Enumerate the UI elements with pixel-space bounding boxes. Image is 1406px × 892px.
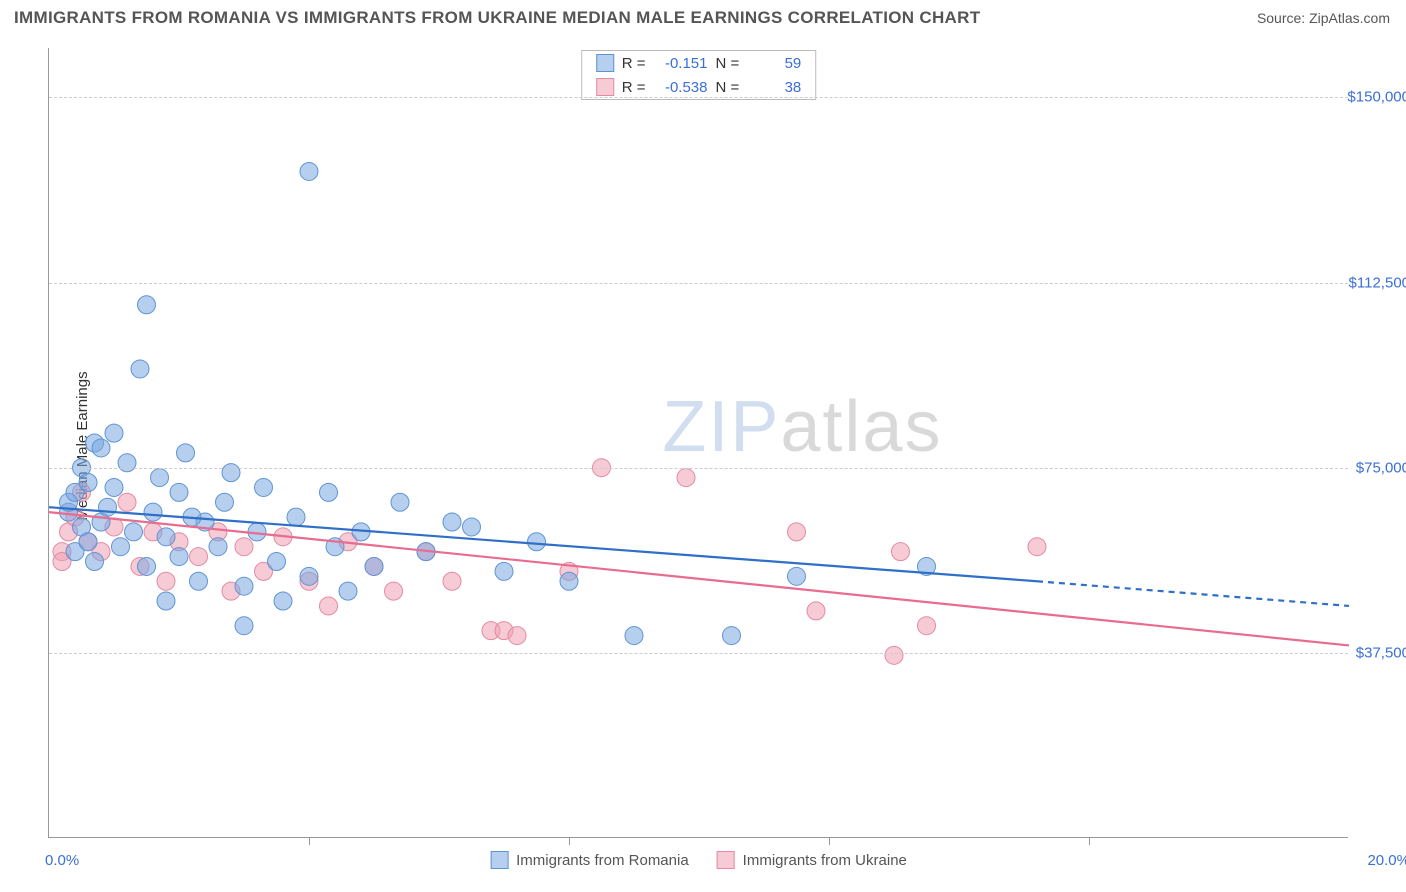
source-prefix: Source: (1257, 10, 1309, 26)
x-axis-min-label: 0.0% (45, 852, 79, 869)
y-tick-label: $37,500 (1356, 644, 1406, 661)
y-tick-label: $150,000 (1347, 89, 1406, 106)
x-tick (309, 837, 310, 845)
n-value-b: 38 (747, 79, 801, 96)
swatch-b (596, 78, 614, 96)
n-label: N = (716, 55, 740, 72)
gridline (49, 97, 1348, 98)
x-tick (1089, 837, 1090, 845)
n-value-a: 59 (747, 55, 801, 72)
swatch-a (596, 54, 614, 72)
source-label: Source: ZipAtlas.com (1257, 10, 1390, 26)
gridline (49, 653, 1348, 654)
r-label: R = (622, 79, 646, 96)
gridline (49, 468, 1348, 469)
scatter-plot (49, 48, 1348, 837)
r-value-a: -0.151 (654, 55, 708, 72)
legend-item-b: Immigrants from Ukraine (717, 851, 907, 869)
x-axis-max-label: 20.0% (1367, 852, 1406, 869)
y-tick-label: $112,500 (1349, 274, 1406, 291)
correlation-legend: R = -0.151 N = 59 R = -0.538 N = 38 (581, 50, 817, 100)
chart-area: ZIPatlas R = -0.151 N = 59 R = -0.538 N … (48, 48, 1348, 838)
r-label: R = (622, 55, 646, 72)
y-tick-label: $75,000 (1356, 459, 1406, 476)
x-tick (569, 837, 570, 845)
swatch-b-icon (717, 851, 735, 869)
source-value: ZipAtlas.com (1309, 10, 1390, 26)
swatch-a-icon (490, 851, 508, 869)
x-tick (829, 837, 830, 845)
r-value-b: -0.538 (654, 79, 708, 96)
gridline (49, 283, 1348, 284)
n-label: N = (716, 79, 740, 96)
series-legend: Immigrants from Romania Immigrants from … (490, 851, 907, 869)
series-b-name: Immigrants from Ukraine (743, 852, 907, 869)
legend-item-a: Immigrants from Romania (490, 851, 689, 869)
legend-row-a: R = -0.151 N = 59 (582, 51, 816, 75)
legend-row-b: R = -0.538 N = 38 (582, 75, 816, 99)
series-a-name: Immigrants from Romania (516, 852, 689, 869)
chart-title: IMMIGRANTS FROM ROMANIA VS IMMIGRANTS FR… (14, 8, 980, 28)
